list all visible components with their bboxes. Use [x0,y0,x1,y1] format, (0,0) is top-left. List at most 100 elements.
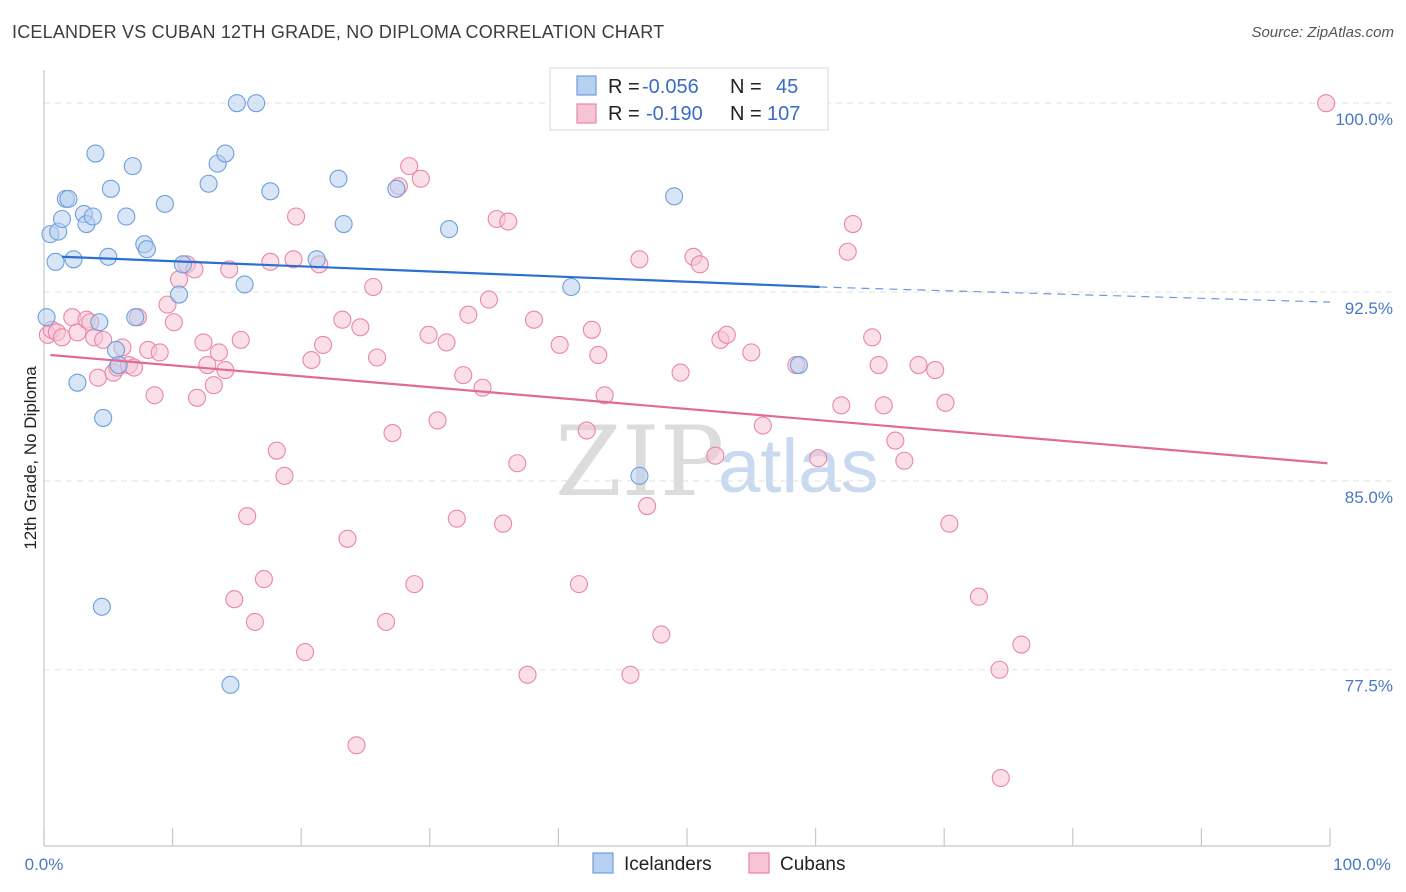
cuban-point [454,366,473,385]
icelander-point [106,340,126,359]
icelander-point [307,250,326,269]
icelander-point [90,313,109,332]
cuban-point [990,660,1009,679]
cuban-point [809,449,828,468]
cuban-point [220,260,239,279]
cuban-point [314,335,333,354]
cuban-point [238,507,257,526]
cuban-point [52,328,72,347]
x-ticks [43,828,1331,846]
cuban-point [411,169,430,188]
cuban-point [494,514,513,533]
cuban-point [895,451,914,470]
legend-swatch-icelanders [576,75,597,96]
cuban-point [338,529,357,548]
cuban-point [926,361,945,380]
cuban-point [377,612,396,631]
icelander-point [52,209,72,229]
icelander-point [789,356,808,375]
legend-n-value-icelanders: 45 [776,76,798,98]
y-tick-label: 100.0% [1335,110,1393,129]
cuban-point [671,363,690,382]
cuban-point [187,388,207,407]
icelander-point [101,179,120,198]
icelander-point [109,356,128,375]
cuban-point [991,768,1010,788]
cuban-point [94,330,113,349]
cuban-point [459,305,478,324]
bottom-legend-swatch-icelanders [592,852,614,874]
icelander-point [173,255,192,274]
cuban-point [838,242,857,261]
cuban-point [886,431,905,450]
icelander-point [199,174,218,193]
icelander-point [92,597,111,616]
x-tick-label-min: 0.0% [25,855,64,874]
cuban-point [364,277,383,297]
icelander-point [665,187,684,206]
series-icelanders [37,94,808,694]
cuban-point [518,665,537,684]
cuban-point [333,310,352,329]
cuban-point [419,325,438,344]
cuban-point [638,497,657,516]
icelander-point [329,169,348,188]
cuban-point [936,393,955,412]
icelander-point [334,214,353,234]
icelander-point [46,252,65,271]
cuban-point [621,665,640,684]
cuban-point [145,386,164,405]
icelander-point [261,182,280,201]
icelander-point [117,207,136,226]
cuban-point [267,441,286,460]
cuban-point [1012,635,1031,654]
y-tick-labels: 77.5% 85.0% 92.5% 100.0% [1335,110,1393,696]
icelander-point [123,157,142,176]
trend-lines [50,255,1331,465]
legend-top: R = -0.056 N = 45 R = -0.190 N = 107 [549,67,829,131]
bottom-legend-cubans: Cubans [780,854,846,875]
cuban-point [550,335,569,354]
cuban-point [874,396,893,415]
icelander-point [155,194,174,213]
cuban-point [690,255,709,274]
cuban-point [437,333,456,352]
cuban-point [869,356,888,375]
cuban-point [164,313,183,332]
cuban-point [261,252,280,271]
cuban-point [347,736,366,755]
cuban-point [88,368,108,387]
legend-r-label-cubans: R = [608,103,640,125]
cuban-point [717,325,736,344]
cuban-point [209,343,228,362]
icelander-point [216,144,235,163]
y-tick-label: 92.5% [1345,299,1393,318]
cuban-point [909,356,928,375]
cuban-point [169,270,189,289]
legend-r-value-cubans: -0.190 [646,103,703,125]
cuban-point [742,343,761,362]
icelander-point [126,308,145,327]
x-tick-label-max: 100.0% [1333,855,1391,874]
cuban-point [508,454,527,473]
icelander-point [99,247,118,266]
chart-title: ICELANDER VS CUBAN 12TH GRADE, NO DIPLOM… [12,22,665,42]
cuban-point [351,318,370,337]
cuban-point [428,411,447,430]
cuban-point [368,348,387,367]
cuban-point [447,509,466,528]
cuban-point [158,295,177,314]
icelander-point [630,466,649,485]
cuban-point [577,421,596,440]
cuban-point [569,575,589,594]
cuban-point [843,214,862,234]
icelander-point [64,250,83,269]
icelander-point [94,408,113,427]
cuban-point [287,207,306,226]
trend-line-extension-icelanders [819,286,1331,303]
cuban-point [254,570,273,589]
cuban-point [296,643,315,662]
icelander-point [83,207,102,226]
cuban-point [706,446,725,465]
icelander-point [137,240,156,259]
